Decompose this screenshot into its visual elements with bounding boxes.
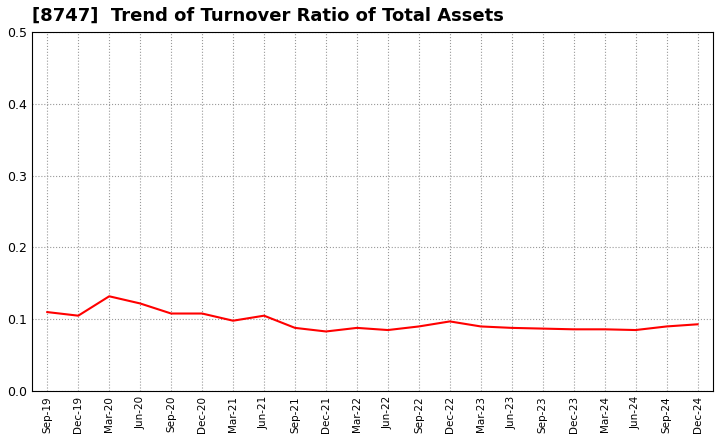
Text: [8747]  Trend of Turnover Ratio of Total Assets: [8747] Trend of Turnover Ratio of Total … xyxy=(32,7,504,25)
